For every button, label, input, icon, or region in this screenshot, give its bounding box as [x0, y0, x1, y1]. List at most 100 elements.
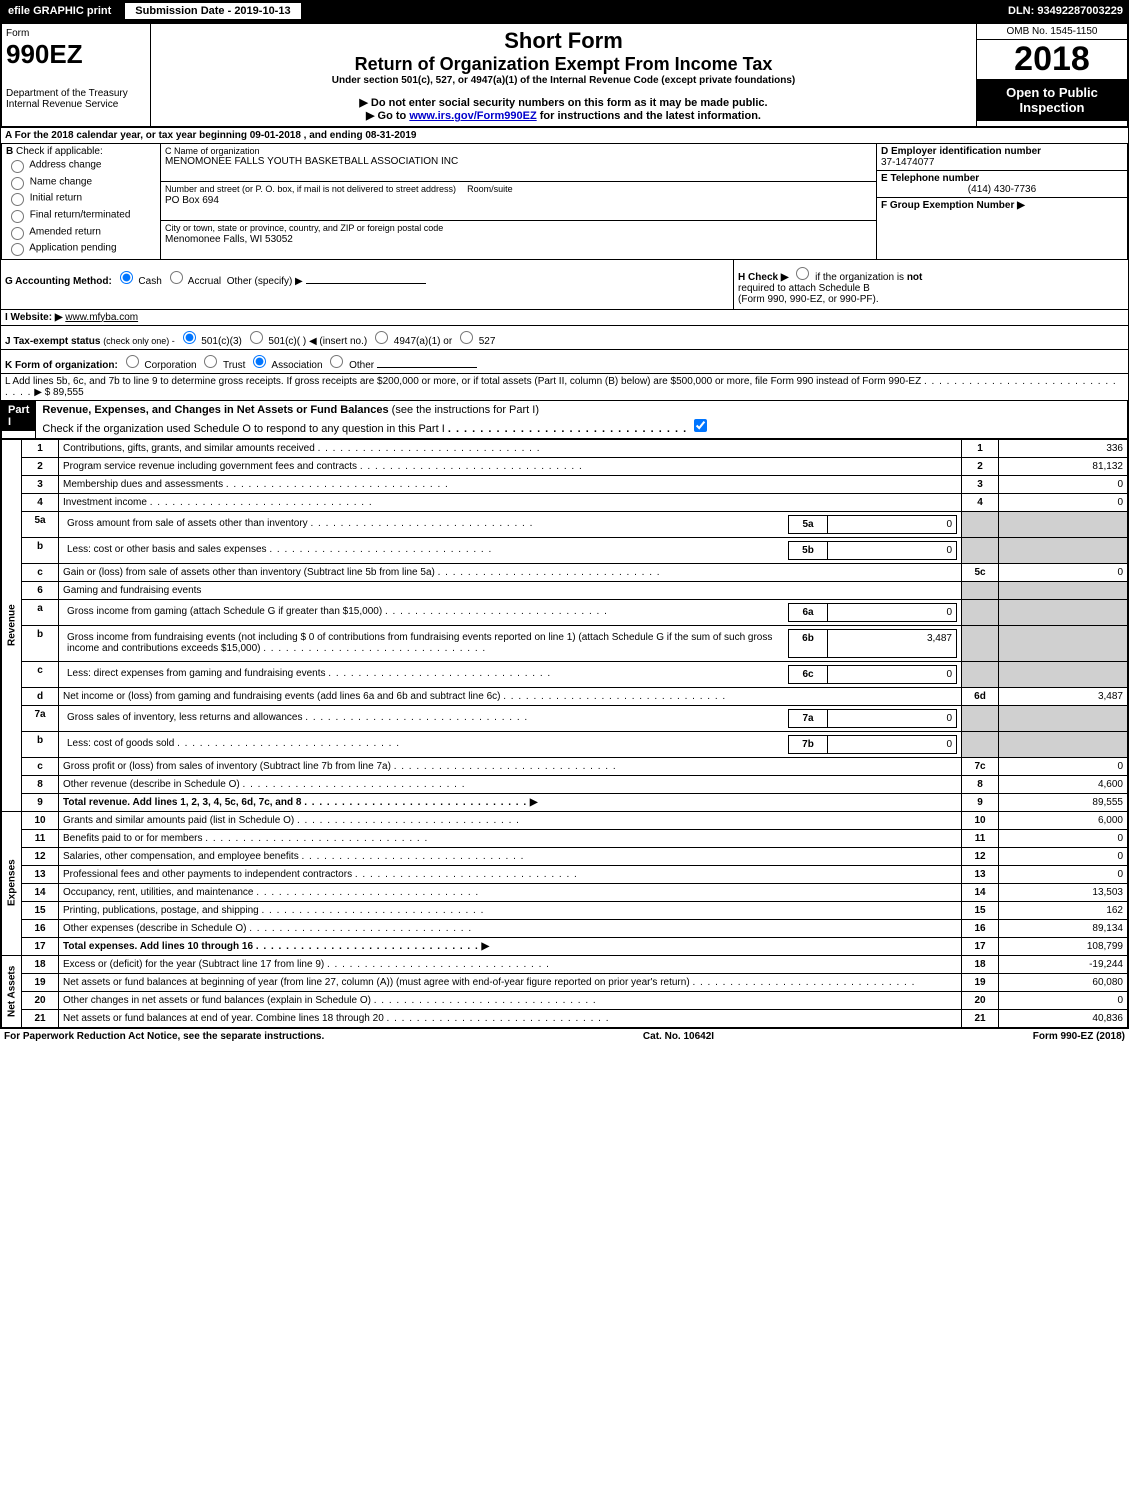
k-opt-radio[interactable]: [204, 355, 217, 368]
line-box: 12: [962, 847, 999, 865]
line-desc: Gain or (loss) from sale of assets other…: [59, 563, 962, 581]
h-form: (Form 990, 990-EZ, or 990-PF).: [738, 294, 879, 305]
b-opt-radio[interactable]: [11, 177, 24, 190]
efile-label[interactable]: efile GRAPHIC print: [0, 5, 119, 17]
h-check[interactable]: [796, 267, 809, 280]
j-opt-radio[interactable]: [375, 331, 388, 344]
ein: 37-1474077: [881, 157, 934, 168]
l-arrow: ▶ $: [34, 387, 50, 398]
line-value: 40,836: [999, 1009, 1128, 1027]
line-value: 89,134: [999, 919, 1128, 937]
section-b-check: Check if applicable:: [16, 146, 103, 157]
section-e-label: E Telephone number: [881, 173, 979, 184]
line-desc: Occupancy, rent, utilities, and maintena…: [59, 883, 962, 901]
line-box: 11: [962, 829, 999, 847]
line-value: 108,799: [999, 937, 1128, 955]
k-opt-radio[interactable]: [330, 355, 343, 368]
line-num: 6: [22, 581, 59, 599]
line-num: 21: [22, 1009, 59, 1027]
part1-check: Check if the organization used Schedule …: [42, 423, 444, 435]
street-address: PO Box 694: [165, 195, 219, 206]
line-box: 10: [962, 811, 999, 829]
j-opt-radio[interactable]: [183, 331, 196, 344]
section-l-text: L Add lines 5b, 6c, and 7b to line 9 to …: [5, 376, 921, 387]
line-value: 0: [999, 493, 1128, 511]
section-g-label: G Accounting Method:: [5, 276, 112, 287]
h-req: required to attach Schedule B: [738, 283, 870, 294]
line-box: 13: [962, 865, 999, 883]
line-box: 21: [962, 1009, 999, 1027]
footer-left: For Paperwork Reduction Act Notice, see …: [4, 1031, 324, 1042]
cash-label: Cash: [138, 276, 161, 287]
other-specify: Other (specify) ▶: [227, 276, 303, 287]
line-box: 2: [962, 457, 999, 475]
submission-date-badge: Submission Date - 2019-10-13: [123, 1, 302, 21]
line-value: 0: [999, 991, 1128, 1009]
line-desc: Net assets or fund balances at end of ye…: [59, 1009, 962, 1027]
line-desc: Contributions, gifts, grants, and simila…: [59, 439, 962, 457]
k-opt-radio[interactable]: [253, 355, 266, 368]
line-value: 0: [999, 829, 1128, 847]
accrual-label: Accrual: [188, 276, 221, 287]
line-value: 89,555: [999, 793, 1128, 811]
line-num: 15: [22, 901, 59, 919]
j-opt-radio[interactable]: [250, 331, 263, 344]
line-desc: Other changes in net assets or fund bala…: [59, 991, 962, 1009]
section-label: Revenue: [2, 439, 22, 811]
line-desc: Gross income from fundraising events (no…: [59, 625, 962, 661]
website[interactable]: www.mfyba.com: [65, 312, 138, 323]
addr-label: Number and street (or P. O. box, if mail…: [165, 184, 456, 194]
b-opt-radio[interactable]: [11, 243, 24, 256]
section-f-label: F Group Exemption Number ▶: [881, 200, 1025, 211]
line-num: 14: [22, 883, 59, 901]
line-box: 20: [962, 991, 999, 1009]
line-num: 10: [22, 811, 59, 829]
b-opt-radio[interactable]: [11, 160, 24, 173]
section-label: Net Assets: [2, 955, 22, 1027]
short-form-title: Short Form: [155, 28, 972, 54]
dln-label: DLN: 93492287003229: [1008, 5, 1129, 17]
line-num: 20: [22, 991, 59, 1009]
k-opt-radio[interactable]: [126, 355, 139, 368]
line-num: 7a: [22, 705, 59, 731]
b-opt-radio[interactable]: [11, 210, 24, 223]
part1-checkbox[interactable]: [694, 419, 707, 432]
section-gh: G Accounting Method: Cash Accrual Other …: [1, 260, 1128, 309]
line-value: -19,244: [999, 955, 1128, 973]
line-desc: Professional fees and other payments to …: [59, 865, 962, 883]
line-box: 5c: [962, 563, 999, 581]
irs-label: Internal Revenue Service: [6, 99, 146, 110]
org-info-grid: B Check if applicable: Address change Na…: [1, 143, 1128, 260]
tax-year: 2018: [977, 40, 1127, 79]
line-box: 1: [962, 439, 999, 457]
line-num: 2: [22, 457, 59, 475]
line-num: c: [22, 661, 59, 687]
tax-year-begin: 09-01-2018: [250, 130, 301, 141]
gross-receipts: 89,555: [53, 387, 84, 398]
part1-title: Revenue, Expenses, and Changes in Net As…: [42, 404, 388, 416]
checkbox-list: Address change Name change Initial retur…: [6, 157, 156, 257]
line-num: 11: [22, 829, 59, 847]
phone: (414) 430-7736: [881, 184, 1123, 195]
irs-link[interactable]: www.irs.gov/Form990EZ: [409, 110, 536, 122]
h-not: not: [907, 272, 923, 283]
section-b-label: B: [6, 146, 13, 157]
line-num: 4: [22, 493, 59, 511]
b-opt-radio[interactable]: [11, 227, 24, 240]
section-label: Expenses: [2, 811, 22, 955]
line-num: 19: [22, 973, 59, 991]
goto-notice: ▶ Go to www.irs.gov/Form990EZ for instru…: [155, 109, 972, 122]
line-value: 0: [999, 757, 1128, 775]
line-box: 8: [962, 775, 999, 793]
org-name: MENOMONEE FALLS YOUTH BASKETBALL ASSOCIA…: [165, 156, 872, 167]
line-box: 4: [962, 493, 999, 511]
cash-radio[interactable]: [120, 271, 133, 284]
line-desc: Less: cost of goods sold 7b0: [59, 731, 962, 757]
b-opt-radio[interactable]: [11, 193, 24, 206]
accrual-radio[interactable]: [170, 271, 183, 284]
line-box: 15: [962, 901, 999, 919]
line-num: d: [22, 687, 59, 705]
line-num: b: [22, 625, 59, 661]
line-desc: Printing, publications, postage, and shi…: [59, 901, 962, 919]
j-opt-radio[interactable]: [460, 331, 473, 344]
